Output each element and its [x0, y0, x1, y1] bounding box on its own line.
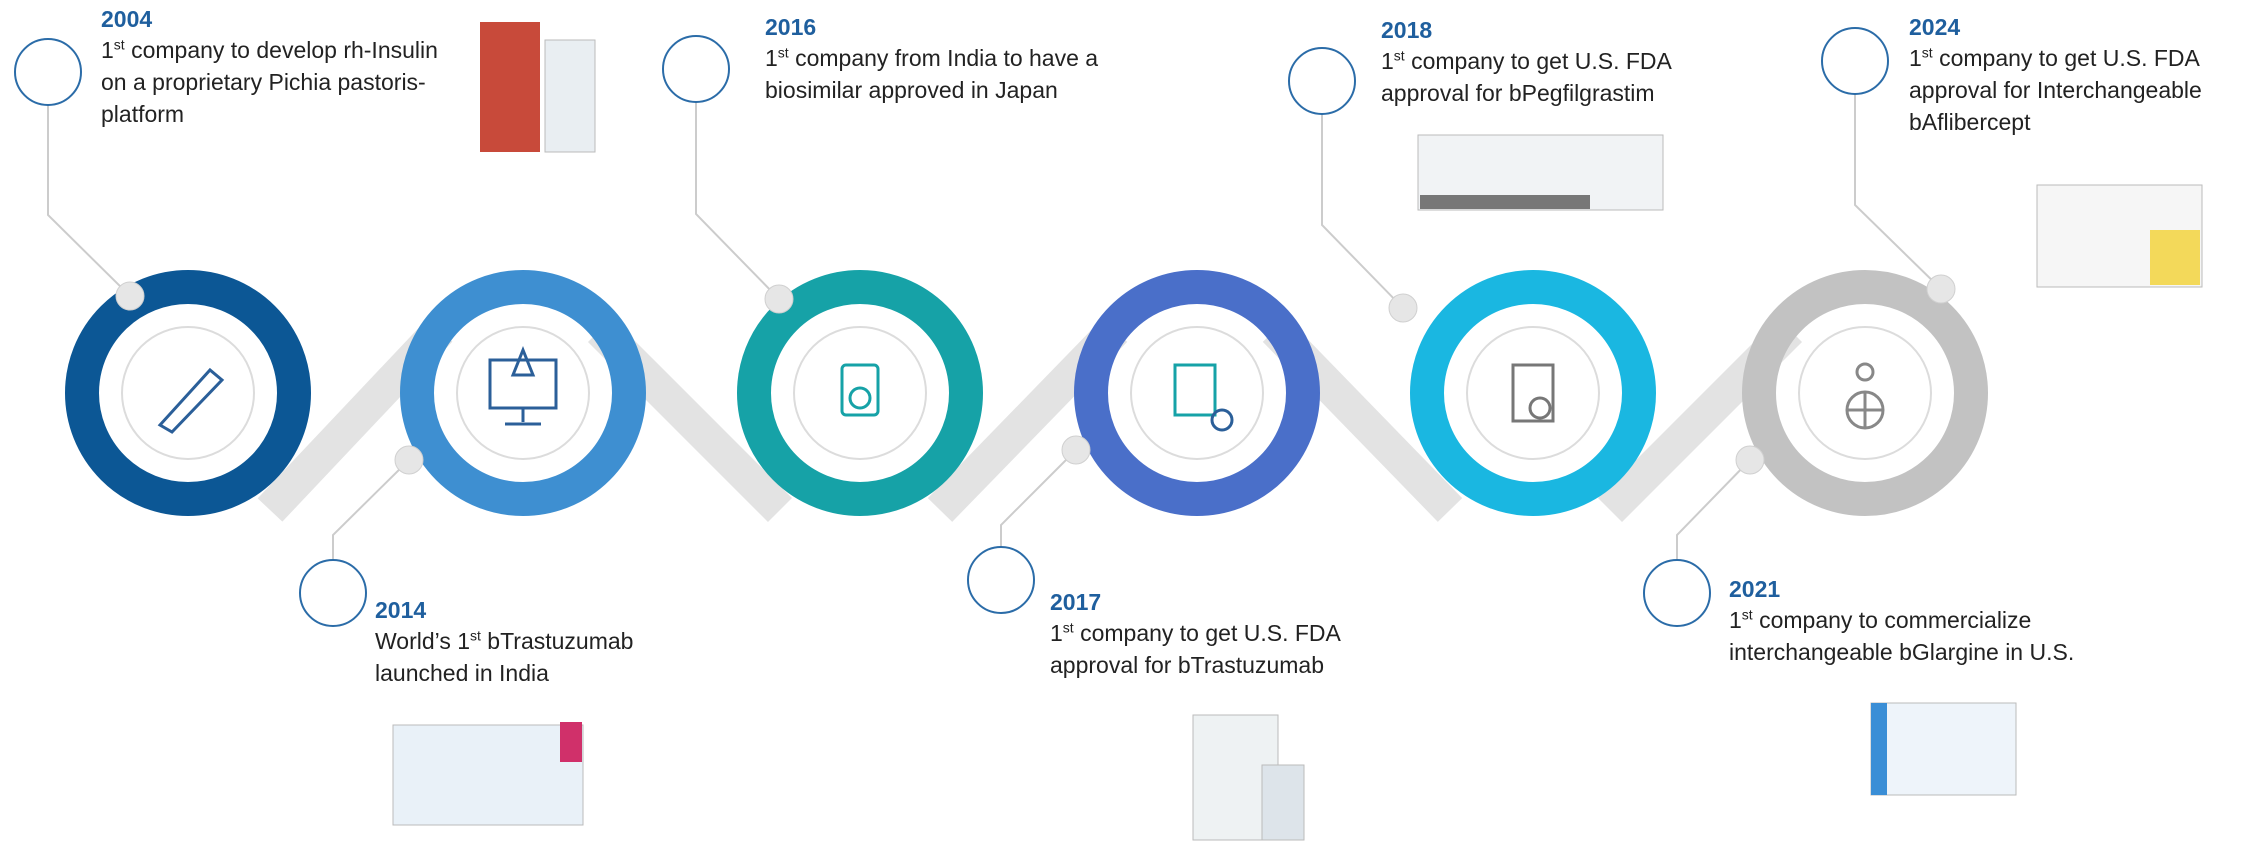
timeline-page: 20041st company to develop rh-Insulin on… — [0, 0, 2267, 846]
milestone-description: 1st company from India to have a biosimi… — [765, 42, 1105, 106]
description-prefix: World’s 1 — [375, 628, 470, 654]
description-text: company from India to have a biosimilar … — [765, 45, 1098, 103]
milestone-description: 1st company to get U.S. FDA approval for… — [1050, 617, 1410, 681]
ordinal-suffix: st — [1742, 606, 1753, 622]
description-prefix: 1 — [765, 45, 778, 71]
ordinal-suffix: st — [114, 36, 125, 52]
description-text: company to commercialize interchangeable… — [1729, 607, 2074, 665]
milestone-year: 2021 — [1729, 574, 2149, 604]
milestone-description: 1st company to get U.S. FDA approval for… — [1381, 45, 1741, 109]
description-prefix: 1 — [1050, 620, 1063, 646]
milestone-year: 2014 — [375, 595, 705, 625]
description-text: company to get U.S. FDA approval for Int… — [1909, 45, 2202, 135]
description-prefix: 1 — [1729, 607, 1742, 633]
milestone-year: 2016 — [765, 12, 1105, 42]
milestone-year: 2018 — [1381, 15, 1741, 45]
ordinal-suffix: st — [1394, 47, 1405, 63]
milestone-description: 1st company to develop rh-Insulin on a p… — [101, 34, 441, 130]
ordinal-suffix: st — [1063, 619, 1074, 635]
milestone-description: 1st company to get U.S. FDA approval for… — [1909, 42, 2249, 138]
milestone-description: World’s 1st bTrastuzumab launched in Ind… — [375, 625, 705, 689]
description-prefix: 1 — [1909, 45, 1922, 71]
ordinal-suffix: st — [778, 44, 789, 60]
description-prefix: 1 — [1381, 48, 1394, 74]
description-prefix: 1 — [101, 37, 114, 63]
milestone-year: 2024 — [1909, 12, 2249, 42]
description-text: company to get U.S. FDA approval for bPe… — [1381, 48, 1671, 106]
description-text: company to get U.S. FDA approval for bTr… — [1050, 620, 1340, 678]
milestone-description: 1st company to commercialize interchange… — [1729, 604, 2149, 668]
milestone-year: 2017 — [1050, 587, 1410, 617]
ordinal-suffix: st — [470, 627, 481, 643]
milestone-year: 2004 — [101, 4, 441, 34]
ordinal-suffix: st — [1922, 44, 1933, 60]
description-text: company to develop rh-Insulin on a propr… — [101, 37, 438, 127]
